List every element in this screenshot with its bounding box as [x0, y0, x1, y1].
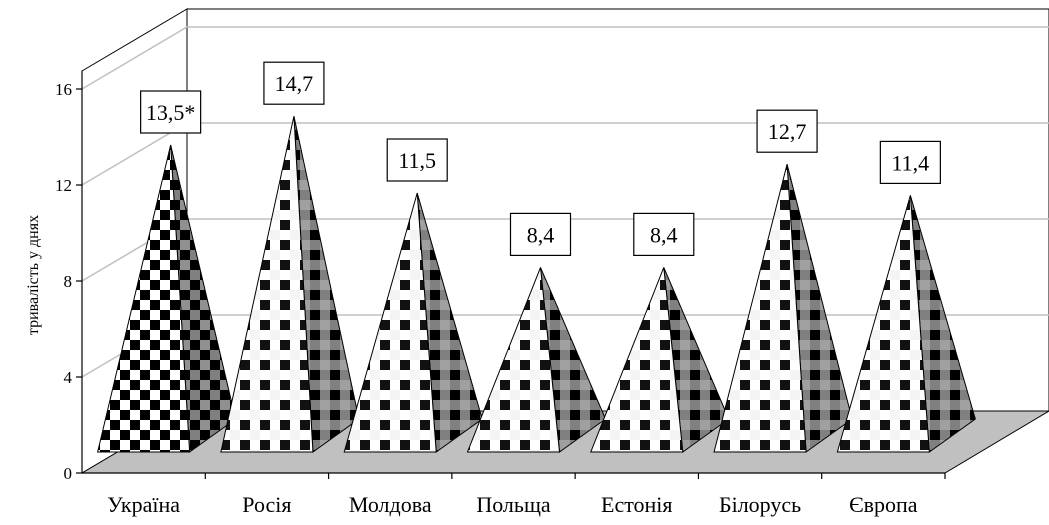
- x-tick-label: Україна: [107, 492, 180, 517]
- data-label-box: [633, 212, 695, 256]
- data-label-box: [756, 109, 818, 153]
- data-label-5: 8,4: [633, 212, 695, 256]
- data-label-box: [879, 140, 941, 184]
- data-labels: 13,5* 14,7 11,5 8,4 8,4 12,7 11,4: [140, 61, 941, 256]
- pyramid-bar-5: [590, 267, 730, 453]
- gridline: [81, 26, 1049, 90]
- data-label-7: 11,4: [879, 140, 941, 184]
- data-label-text: 13,5*: [146, 100, 196, 125]
- pyramids: [97, 116, 976, 453]
- data-label-4: 8,4: [509, 212, 572, 256]
- y-tick-label: 4: [64, 368, 73, 387]
- data-label-text: 8,4: [650, 222, 678, 247]
- pyramid-bar-2: [220, 116, 360, 453]
- pyramid-bar-6: [713, 164, 853, 453]
- x-tick-label: Естонія: [601, 492, 673, 517]
- pyramid-bar-1: [97, 144, 237, 453]
- pyramid-front-face: [466, 267, 561, 453]
- data-label-2: 14,7: [263, 61, 325, 105]
- pyramid-bar-4: [466, 267, 607, 453]
- pyramid-front-face: [220, 116, 314, 453]
- x-tick-label: Європа: [849, 492, 918, 517]
- data-label-text: 11,5: [398, 148, 436, 173]
- pyramid-front-face: [836, 195, 930, 453]
- x-axis: Україна Росія Молдова Польща Естонія Білорусь…: [82, 472, 946, 517]
- pyramid-front-face: [343, 192, 437, 453]
- x-tick-label: Росія: [242, 492, 291, 517]
- y-axis: 0 4 8 12 16: [55, 71, 83, 483]
- data-label-1: 13,5*: [140, 90, 202, 134]
- data-label-3: 11,5: [386, 138, 448, 182]
- pyramid-front-face: [713, 164, 807, 453]
- pyramid-front-face: [590, 267, 684, 453]
- y-tick-label: 0: [64, 464, 73, 483]
- data-label-box: [509, 212, 572, 256]
- pyramid-bar-3: [343, 192, 483, 453]
- data-label-6: 12,7: [756, 109, 818, 153]
- data-label-box: [263, 61, 325, 105]
- y-tick-label: 12: [55, 176, 72, 195]
- y-tick-label: 16: [55, 80, 72, 99]
- data-label-text: 14,7: [275, 71, 314, 96]
- data-label-text: 8,4: [527, 222, 555, 247]
- data-label-text: 11,4: [892, 150, 930, 175]
- data-label-box: [140, 90, 202, 134]
- x-tick-label: Польща: [476, 492, 551, 517]
- data-label-box: [386, 138, 448, 182]
- pyramid-bar-7: [836, 195, 976, 453]
- x-tick-label: Білорусь: [719, 492, 801, 517]
- x-tick-label: Молдова: [349, 492, 432, 517]
- pyramid-front-face: [97, 144, 191, 453]
- y-tick-label: 8: [64, 272, 73, 291]
- data-label-text: 12,7: [768, 119, 807, 144]
- y-axis-label: тривалість у днях: [25, 215, 42, 335]
